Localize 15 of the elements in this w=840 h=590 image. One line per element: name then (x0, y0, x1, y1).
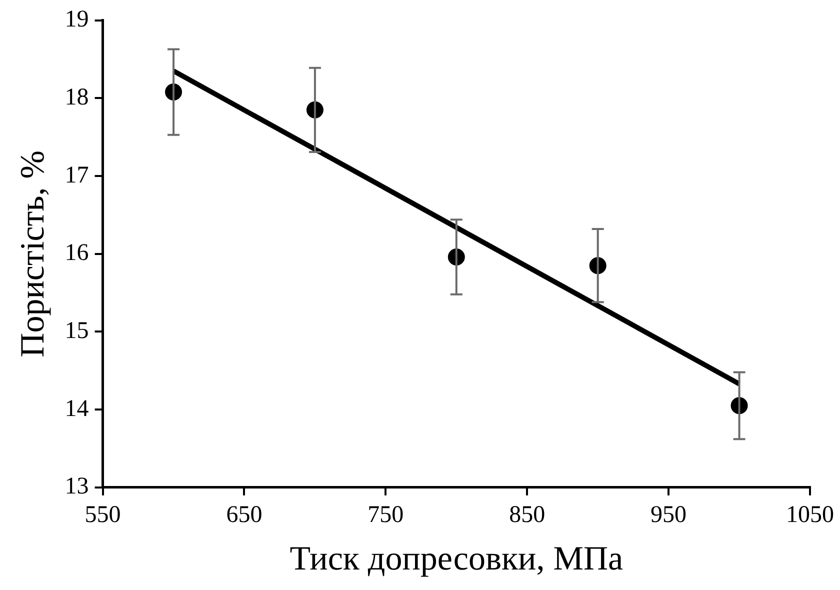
x-tick-label: 850 (509, 502, 546, 528)
x-tick-label: 550 (84, 502, 121, 528)
x-tick-label: 750 (368, 502, 404, 528)
y-tick-label: 17 (64, 162, 89, 188)
y-axis-title: Пористість, % (14, 150, 52, 358)
y-tick-label: 18 (64, 84, 89, 111)
x-axis-title: Тиск допресовки, МПа (290, 540, 624, 578)
x-tick-label: 1050 (786, 502, 834, 528)
x-tick-label: 650 (226, 502, 262, 528)
y-tick-label: 13 (64, 474, 89, 500)
y-tick-label: 15 (64, 318, 89, 344)
y-tick-label: 19 (64, 6, 89, 33)
y-tick-label: 14 (64, 396, 89, 422)
x-tick-label: 950 (650, 502, 687, 528)
y-tick-label: 16 (64, 240, 89, 266)
